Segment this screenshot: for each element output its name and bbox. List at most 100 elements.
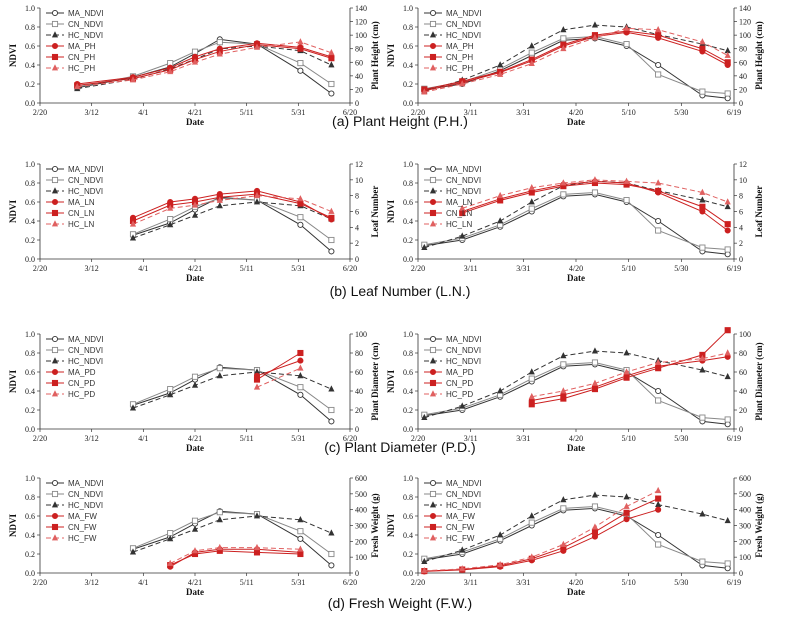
legend-marker — [429, 9, 437, 17]
legend-label: CN_PH — [68, 53, 95, 62]
legend-marker — [429, 346, 437, 354]
y-axis-label: NDVI — [386, 370, 396, 393]
legend-marker — [429, 534, 437, 541]
legend-label: CN_NDVI — [68, 346, 103, 355]
data-point — [528, 42, 535, 49]
y2-tick-label: 8 — [355, 192, 359, 201]
y2-tick-label: 10 — [355, 176, 363, 185]
x-tick-label: 5/30 — [674, 434, 688, 443]
x-axis-label: Date — [567, 117, 585, 127]
x-axis-label: Date — [186, 587, 204, 597]
data-point — [216, 50, 223, 57]
data-point — [623, 502, 630, 509]
legend-label: MA_FW — [446, 512, 475, 521]
data-point — [253, 191, 261, 199]
data-point — [216, 196, 223, 203]
x-tick-label: 2/20 — [411, 434, 425, 443]
y2-tick-label: 2 — [739, 239, 743, 248]
series-cn_pd — [528, 327, 731, 408]
data-point — [623, 349, 630, 356]
data-point — [591, 21, 599, 28]
data-point — [528, 375, 535, 382]
y2-tick-label: 6 — [739, 208, 743, 217]
data-point — [459, 80, 466, 87]
data-point — [591, 176, 599, 183]
legend-label: HC_PH — [68, 64, 95, 73]
data-point — [560, 540, 567, 547]
x-tick-label: 4/1 — [138, 578, 148, 587]
x-tick-label: 5/10 — [622, 108, 636, 117]
data-point — [297, 349, 304, 357]
legend-marker — [429, 20, 437, 28]
y2-tick-label: 400 — [739, 506, 751, 515]
series-line — [424, 27, 728, 93]
y-axis-label: NDVI — [386, 514, 396, 537]
data-point — [216, 202, 223, 209]
data-point — [328, 385, 335, 392]
x-tick-label: 2/20 — [33, 108, 47, 117]
x-tick-label: 5/10 — [622, 264, 636, 273]
y2-tick-label: 0 — [355, 569, 359, 578]
legend-marker — [429, 64, 437, 71]
legend-label: MA_LN — [68, 198, 95, 207]
data-point — [699, 38, 706, 45]
legend-marker — [51, 31, 59, 38]
data-point — [328, 406, 335, 414]
legend-marker — [51, 479, 59, 487]
x-tick-label: 3/11 — [464, 264, 478, 273]
y-tick-label: 0.0 — [403, 569, 413, 578]
series-line — [424, 494, 728, 563]
y-tick-label: 0.4 — [25, 217, 35, 226]
data-point — [167, 535, 174, 542]
legend-marker — [429, 501, 437, 508]
data-point — [623, 374, 630, 381]
x-tick-label: 4/1 — [138, 434, 148, 443]
y2-tick-label: 100 — [355, 330, 367, 339]
series-hc_ln — [129, 191, 335, 227]
data-point — [699, 196, 706, 203]
series-line — [424, 361, 728, 420]
x-tick-label: 5/11 — [240, 434, 254, 443]
y2-axis-label: Leaf Number — [754, 186, 764, 238]
y2-tick-label: 20 — [739, 406, 747, 415]
y-tick-label: 0.2 — [403, 550, 413, 559]
data-point — [253, 376, 261, 383]
y2-tick-label: 500 — [739, 490, 751, 499]
data-point — [191, 201, 199, 208]
legend-label: MA_PD — [446, 368, 474, 377]
data-point — [724, 59, 731, 66]
data-point — [216, 516, 223, 523]
y-axis-label: NDVI — [386, 200, 396, 223]
data-point — [253, 383, 261, 390]
y2-axis-label: Leaf Number — [370, 186, 380, 238]
series-cn_ndvi — [129, 365, 335, 414]
data-point — [328, 49, 335, 56]
legend-label: CN_NDVI — [446, 490, 481, 499]
x-tick-label: 3/31 — [516, 434, 530, 443]
y-tick-label: 0.2 — [25, 236, 35, 245]
x-tick-label: 3/11 — [464, 108, 478, 117]
data-point — [591, 347, 599, 354]
y2-axis-label: Plant Diameter (cm) — [370, 342, 380, 420]
y2-axis-label: Plant Diameter (cm) — [754, 342, 764, 420]
data-point — [655, 217, 662, 225]
y2-tick-label: 80 — [355, 349, 363, 358]
data-point — [528, 512, 535, 519]
data-point — [129, 76, 137, 83]
data-point — [623, 41, 630, 48]
series-hc_ndvi — [129, 368, 335, 411]
data-point — [297, 60, 304, 67]
data-point — [623, 197, 630, 204]
chart-d-right: 0.0 0.2 0.4 0.6 0.8 1.0 0 100 200 300 400 500 600 2/2… — [386, 474, 764, 597]
y2-tick-label: 300 — [355, 522, 367, 531]
data-point — [297, 535, 304, 542]
data-point — [591, 189, 599, 196]
data-point — [253, 43, 261, 50]
y2-tick-label: 140 — [355, 4, 367, 13]
series-line — [424, 363, 728, 425]
legend-marker — [429, 198, 437, 206]
y-tick-label: 0.6 — [403, 198, 413, 207]
legend-marker — [51, 379, 59, 387]
data-point — [528, 183, 535, 191]
x-tick-label: 3/12 — [85, 434, 99, 443]
